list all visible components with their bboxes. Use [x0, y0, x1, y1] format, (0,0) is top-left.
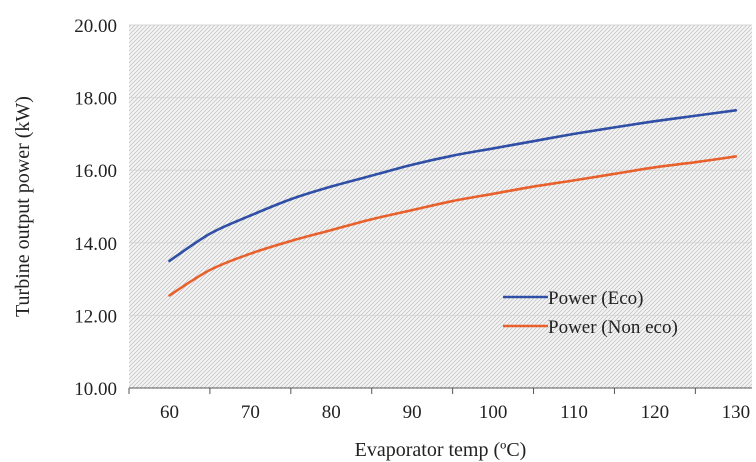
plot-background — [129, 25, 752, 388]
y-axis-title: Turbine output power (kW) — [12, 96, 34, 317]
x-tick-label: 70 — [241, 402, 260, 423]
x-tick-label: 120 — [641, 402, 670, 423]
series-group — [168, 109, 738, 297]
x-tick-label: 110 — [560, 402, 588, 423]
x-tick-label: 90 — [403, 402, 422, 423]
gridlines — [129, 24, 752, 316]
x-axis-title: Evaporator temp (ºC) — [355, 439, 527, 461]
plot-area — [129, 25, 752, 388]
legend: Power (Eco) Power (Non eco) — [503, 288, 678, 338]
legend-label-1: Power (Eco) — [548, 288, 644, 309]
tick-labels: 60 70 80 90 100 110 120 130 10.00 12.00 14.00 16.00… — [74, 16, 750, 423]
y-tick-label: 20.00 — [74, 16, 117, 37]
x-tick-label: 130 — [722, 402, 751, 423]
x-tick-label: 60 — [160, 402, 179, 423]
x-tick-label: 100 — [479, 402, 508, 423]
y-tick-label: 10.00 — [74, 379, 117, 400]
x-tick-label: 80 — [322, 402, 341, 423]
y-tick-label: 12.00 — [74, 306, 117, 327]
series-line-1 — [168, 109, 738, 263]
axes — [128, 387, 752, 394]
legend-label-2: Power (Non eco) — [548, 317, 678, 338]
y-tick-label: 16.00 — [74, 161, 117, 182]
y-tick-label: 18.00 — [74, 89, 117, 110]
y-tick-label: 14.00 — [74, 234, 117, 255]
series-line-2 — [168, 155, 738, 297]
